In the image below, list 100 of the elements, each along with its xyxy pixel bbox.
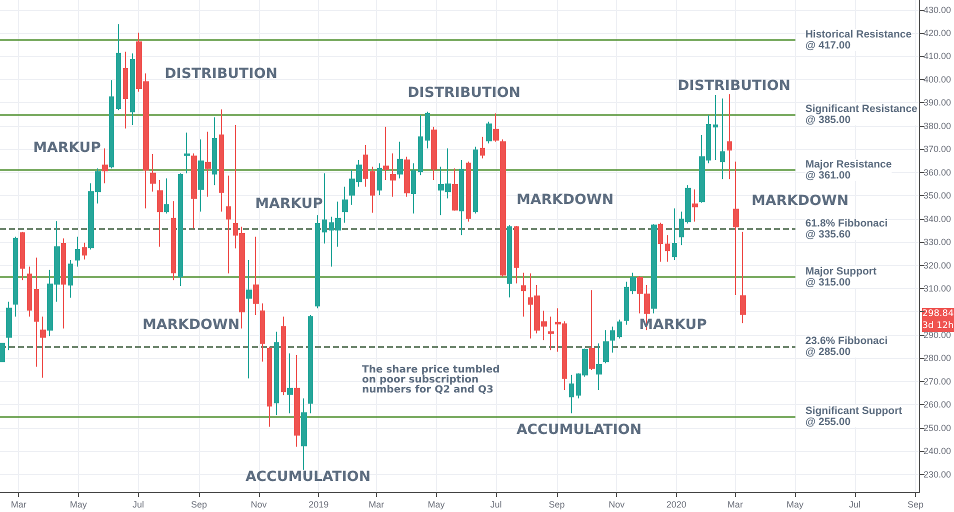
candlestick <box>610 326 615 354</box>
candlestick <box>315 214 320 309</box>
candlestick <box>219 108 224 212</box>
x-tick-label: Mar <box>368 500 384 510</box>
candlestick <box>102 148 108 184</box>
candlestick <box>61 238 66 329</box>
candlestick <box>191 152 197 229</box>
x-tick-label: 2019 <box>308 500 329 510</box>
y-tick-label: 250.00 <box>923 422 952 433</box>
x-tick-label: May <box>70 500 88 510</box>
candlestick <box>431 126 437 181</box>
y-tick-label: 280.00 <box>923 353 952 364</box>
candlestick <box>459 160 464 236</box>
candlestick <box>672 208 677 260</box>
candlestick <box>390 152 396 198</box>
y-tick-label: 410.00 <box>923 51 952 62</box>
candlestick <box>370 166 375 214</box>
y-tick-label: 330.00 <box>923 237 952 248</box>
candlestick <box>466 161 471 222</box>
ref-line-label: Historical Resistance @ 417.00 <box>805 28 912 52</box>
candlestick <box>603 330 609 364</box>
x-tick-label: Sep <box>908 500 924 510</box>
candlestick <box>589 290 595 371</box>
candlestick <box>68 259 73 298</box>
candlestick <box>322 172 327 244</box>
candlestick <box>308 314 313 414</box>
candlestick <box>425 111 430 149</box>
y-tick-label: 390.00 <box>923 98 952 108</box>
y-tick-label: 320.00 <box>923 260 952 270</box>
candlestick <box>411 162 416 214</box>
candlestick <box>363 144 368 188</box>
candlestick <box>13 236 18 318</box>
x-tick-label: Mar <box>727 500 743 510</box>
candlestick <box>287 352 293 414</box>
candlestick <box>740 231 746 324</box>
y-tick-label: 350.00 <box>923 190 952 201</box>
annotation: DISTRIBUTION <box>678 78 790 94</box>
candlestick <box>665 234 670 262</box>
candlestick <box>178 172 183 286</box>
candlestick <box>109 80 114 169</box>
candlestick <box>452 168 458 212</box>
candlestick <box>253 236 259 316</box>
candlestick <box>493 112 499 142</box>
x-tick-label: Sep <box>548 500 565 510</box>
candlestick <box>713 94 718 161</box>
x-tick-label: Jul <box>132 500 144 510</box>
text: 3d 12h <box>922 321 954 331</box>
candlestick <box>267 346 272 428</box>
candlestick <box>123 51 128 129</box>
ref-line-label: Significant Support @ 255.00 <box>805 404 903 428</box>
candlestick <box>500 138 506 278</box>
candlestick <box>473 146 478 214</box>
y-tick-label: 270.00 <box>923 376 952 386</box>
y-tick-label: 370.00 <box>923 144 952 154</box>
y-tick-label: 430.00 <box>923 4 952 15</box>
candlestick <box>198 138 204 212</box>
y-tick-label: 310.00 <box>923 284 952 294</box>
candlestick <box>301 398 307 470</box>
candlestick <box>164 178 169 214</box>
text: 298.84 <box>922 309 954 319</box>
x-tick-label: Sep <box>190 500 207 510</box>
candlestick <box>0 342 5 362</box>
x-tick-label: Nov <box>608 500 626 510</box>
annotation: The share price tumbled on poor subscription numbers for Q2 and Q3 <box>362 364 500 396</box>
candlestick <box>733 161 739 296</box>
candlestick <box>377 162 382 196</box>
ref-line-label: 23.6% Fibbonaci @ 285.00 <box>805 335 888 358</box>
candlestick <box>692 188 698 222</box>
annotation: ACCUMULATION <box>516 422 642 438</box>
candlestick <box>75 236 80 268</box>
candlestick <box>596 342 602 391</box>
y-tick-label: 260.00 <box>923 400 952 410</box>
ref-line-label: Significant Resistance @ 385.00 <box>805 102 918 126</box>
candlestick <box>6 301 12 351</box>
candlestick <box>651 224 657 314</box>
x-tick-label: 2020 <box>666 500 686 510</box>
candlestick <box>404 156 410 198</box>
ref-line-label: 61.8% Fibbonaci @ 335.60 <box>805 218 888 241</box>
candlestick <box>521 272 526 318</box>
annotation: MARKUP <box>255 196 323 212</box>
y-tick-label: 240.00 <box>923 446 952 456</box>
candlestick <box>27 266 32 318</box>
candlestick <box>274 331 279 416</box>
x-tick-label: May <box>786 500 804 510</box>
y-tick-label: 230.00 <box>923 469 952 480</box>
annotation: DISTRIBUTION <box>408 85 520 101</box>
candlestick <box>418 114 423 176</box>
y-tick-label: 290.00 <box>923 330 952 340</box>
candlestick <box>184 132 190 174</box>
candlestick <box>82 242 87 260</box>
candlestick <box>226 175 231 274</box>
candlestick <box>342 186 348 224</box>
candlestick <box>150 154 156 192</box>
candlestick <box>281 316 286 396</box>
candlestick <box>40 316 46 378</box>
x-tick-label: Mar <box>10 500 26 510</box>
y-tick-label: 340.00 <box>923 214 952 224</box>
candlestick <box>617 319 622 339</box>
candlestick <box>569 374 574 414</box>
candlestick <box>480 136 485 159</box>
